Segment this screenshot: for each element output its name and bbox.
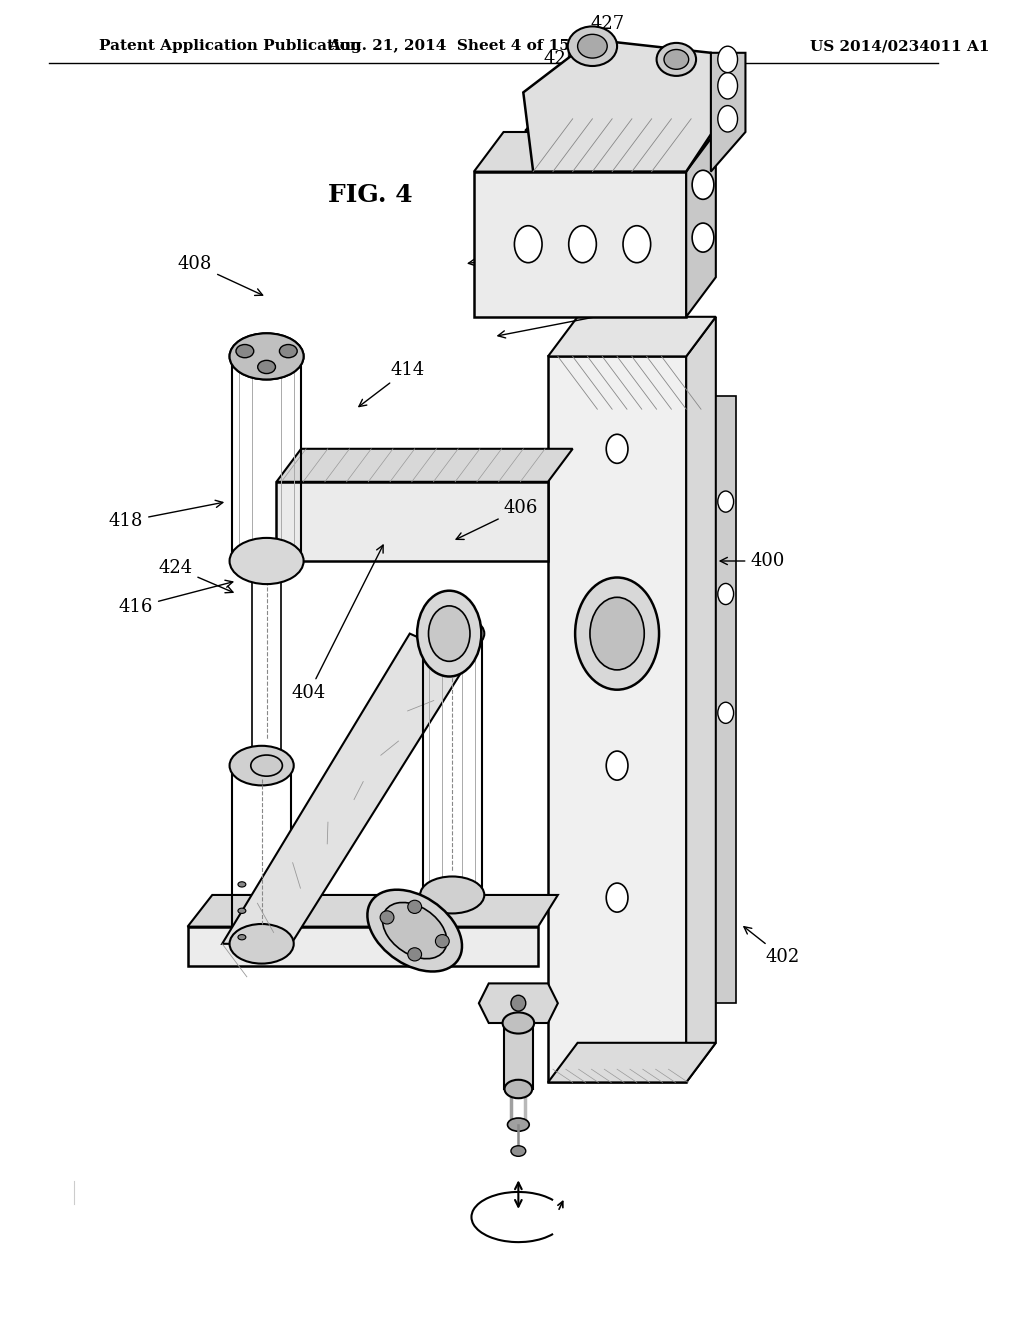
Text: 408: 408 <box>178 255 262 296</box>
Ellipse shape <box>606 883 628 912</box>
Ellipse shape <box>368 890 462 972</box>
Ellipse shape <box>420 615 484 652</box>
Ellipse shape <box>508 1118 529 1131</box>
Ellipse shape <box>417 591 481 676</box>
Text: 418: 418 <box>109 500 223 531</box>
Ellipse shape <box>590 597 644 671</box>
Ellipse shape <box>236 345 254 358</box>
Ellipse shape <box>251 755 283 776</box>
Text: 427: 427 <box>574 15 625 50</box>
Ellipse shape <box>718 106 737 132</box>
Ellipse shape <box>435 935 450 948</box>
Ellipse shape <box>606 434 628 463</box>
Ellipse shape <box>567 26 617 66</box>
Ellipse shape <box>511 1146 525 1156</box>
Ellipse shape <box>238 935 246 940</box>
Polygon shape <box>276 449 572 482</box>
Polygon shape <box>222 634 469 944</box>
Ellipse shape <box>238 908 246 913</box>
Ellipse shape <box>511 995 525 1011</box>
Polygon shape <box>474 172 686 317</box>
Ellipse shape <box>664 49 689 70</box>
Ellipse shape <box>503 1012 535 1034</box>
Text: 422: 422 <box>538 189 616 218</box>
Text: 412: 412 <box>498 294 681 338</box>
Ellipse shape <box>428 606 470 661</box>
Polygon shape <box>548 356 686 1082</box>
Ellipse shape <box>229 746 294 785</box>
Text: 425: 425 <box>526 50 578 102</box>
Polygon shape <box>686 317 716 1082</box>
Ellipse shape <box>578 34 607 58</box>
Text: 424: 424 <box>159 558 233 593</box>
Polygon shape <box>716 396 735 1003</box>
Ellipse shape <box>280 345 297 358</box>
Ellipse shape <box>505 1080 532 1098</box>
Ellipse shape <box>718 73 737 99</box>
Ellipse shape <box>408 900 422 913</box>
Ellipse shape <box>229 333 303 380</box>
Ellipse shape <box>623 226 650 263</box>
Polygon shape <box>548 317 716 356</box>
Text: 406: 406 <box>456 499 538 540</box>
Ellipse shape <box>656 44 696 77</box>
Ellipse shape <box>408 948 422 961</box>
Polygon shape <box>523 40 726 172</box>
Polygon shape <box>276 482 548 561</box>
Polygon shape <box>479 983 558 1023</box>
Polygon shape <box>474 132 716 172</box>
Text: 420: 420 <box>468 235 612 265</box>
Text: 414: 414 <box>358 360 425 407</box>
Text: 410: 410 <box>525 96 597 131</box>
Ellipse shape <box>568 226 596 263</box>
Polygon shape <box>548 1043 716 1082</box>
Text: FIG. 4: FIG. 4 <box>328 183 413 207</box>
Polygon shape <box>187 895 558 927</box>
Text: 404: 404 <box>292 545 383 702</box>
Ellipse shape <box>383 903 446 958</box>
Ellipse shape <box>575 578 659 689</box>
Ellipse shape <box>718 702 733 723</box>
Ellipse shape <box>238 882 246 887</box>
Text: Patent Application Publication: Patent Application Publication <box>98 40 360 53</box>
Text: Aug. 21, 2014  Sheet 4 of 15: Aug. 21, 2014 Sheet 4 of 15 <box>329 40 570 53</box>
Ellipse shape <box>606 751 628 780</box>
Ellipse shape <box>380 911 394 924</box>
Polygon shape <box>711 53 745 172</box>
Ellipse shape <box>229 539 303 585</box>
Ellipse shape <box>229 333 303 380</box>
Ellipse shape <box>420 876 484 913</box>
Ellipse shape <box>692 223 714 252</box>
Ellipse shape <box>718 583 733 605</box>
Text: US 2014/0234011 A1: US 2014/0234011 A1 <box>810 40 989 53</box>
Ellipse shape <box>692 170 714 199</box>
Ellipse shape <box>514 226 542 263</box>
Polygon shape <box>686 132 716 317</box>
Ellipse shape <box>229 924 294 964</box>
Ellipse shape <box>718 46 737 73</box>
Text: 416: 416 <box>119 581 232 616</box>
Text: 400: 400 <box>720 552 784 570</box>
Ellipse shape <box>718 491 733 512</box>
Polygon shape <box>187 927 538 966</box>
Polygon shape <box>504 1023 534 1089</box>
Ellipse shape <box>258 360 275 374</box>
Text: 402: 402 <box>743 927 800 966</box>
